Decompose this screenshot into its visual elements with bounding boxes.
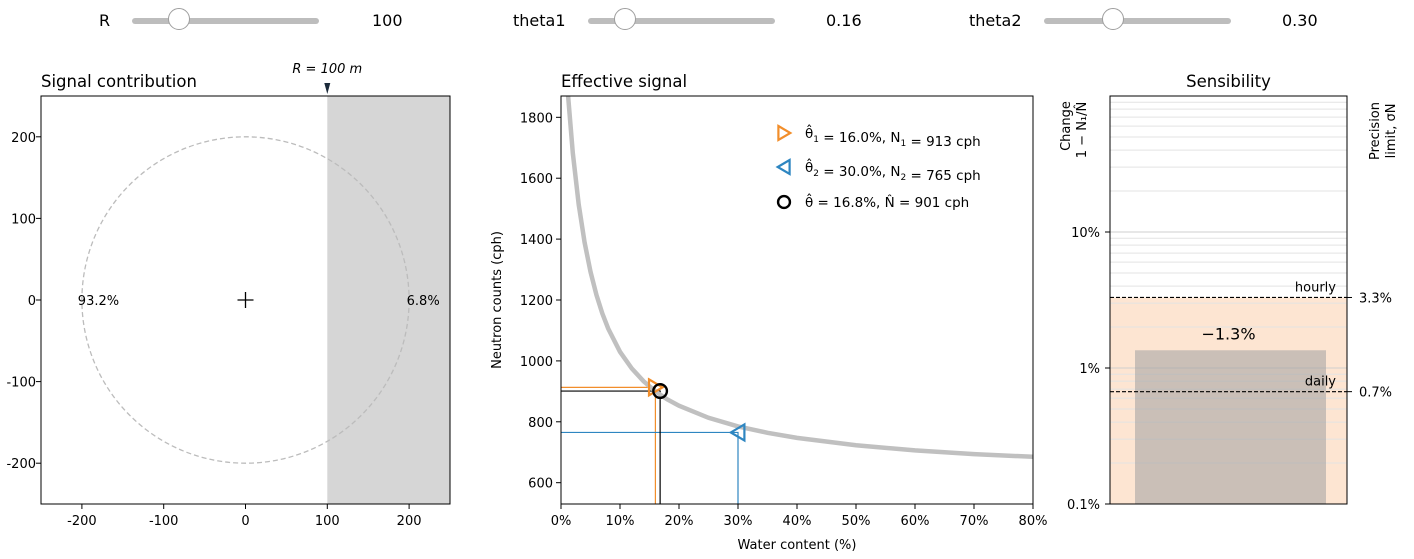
y-tick-label: 1200 (520, 294, 553, 309)
x-axis-label: Water content (%) (738, 538, 857, 553)
sensibility-chart: −1.3% hourly 3.3% daily 0.7% 0.1% 1% 10% Sensibi… (1059, 72, 1399, 513)
slider-r-value: 100 (372, 11, 403, 30)
x-tick-label: 200 (397, 514, 422, 529)
x-tick-label: 10% (606, 514, 635, 529)
y-tick-label: 100 (11, 212, 36, 227)
legend-text-part: = 16.0%, N (819, 130, 900, 146)
legend-entry: θ̂ = 16.8%, N̂ = 901 cph (805, 193, 969, 211)
change-bar (1135, 350, 1326, 504)
slider-theta1-label: theta1 (513, 11, 566, 30)
legend-marker-theta2 (775, 158, 791, 176)
annotation-label: 6.8% (407, 294, 440, 309)
left-axis-label-line1: Change (1059, 101, 1074, 151)
slider-r-handle[interactable] (167, 8, 190, 30)
x-tick-label: 40% (783, 514, 812, 529)
legend-text-part: = 913 cph (906, 134, 981, 150)
slider-theta2-value: 0.30 (1282, 11, 1318, 30)
y-tick-label: 1% (1079, 362, 1100, 377)
chart3-title: Sensibility (1186, 72, 1271, 91)
point-theta-hat (652, 383, 669, 400)
slider-theta1-track[interactable] (588, 18, 775, 24)
x-tick-label: -100 (149, 514, 179, 529)
slider-theta1-value: 0.16 (826, 11, 862, 30)
y-tick-label: 0 (28, 294, 36, 309)
legend-text-part: θ̂ (805, 124, 813, 142)
y-tick-label: 800 (528, 416, 553, 431)
right-axis-label-line1: Precision (1368, 102, 1383, 160)
slider-theta1-handle[interactable] (614, 8, 637, 30)
x-tick-label: 0% (551, 514, 572, 529)
left-axis-label-line2: 1 − N₁/N̂ (1075, 102, 1090, 158)
legend-text-part: = 30.0%, N (819, 164, 900, 180)
y-tick-label: -100 (6, 376, 36, 391)
r-marker-icon (324, 83, 331, 94)
change-bar-label: −1.3% (1201, 324, 1255, 343)
x-tick-label: 30% (724, 514, 753, 529)
legend-text-part: θ̂ = 16.8%, N̂ = 901 cph (805, 193, 969, 211)
y-tick-label: 200 (11, 131, 36, 146)
slider-theta2-track[interactable] (1044, 18, 1231, 24)
legend-entry: θ̂1 = 16.0%, N1 = 913 cph (805, 124, 981, 150)
legend-text-part: 1 (813, 135, 819, 145)
y-tick-label: 1800 (520, 111, 553, 126)
y-tick-label: 1000 (520, 355, 553, 370)
legend-entry: θ̂2 = 30.0%, N2 = 765 cph (805, 158, 981, 184)
signal-contribution-chart: 93.2% 6.8% -200 -100 0 100 200 -200 -100 0 100 200 R… (6, 62, 451, 529)
y-tick-label: 600 (528, 477, 553, 492)
plot3-frame (1109, 95, 1348, 505)
r-marker-label: R = 100 m (292, 62, 362, 77)
x-tick-label: 0 (241, 514, 249, 529)
slider-r-label: R (99, 11, 111, 30)
plot2-frame (560, 95, 1034, 505)
threshold-name: hourly (1295, 280, 1336, 295)
legend-text-part: θ̂ (805, 158, 813, 176)
guide-line-theta1 (561, 386, 656, 504)
legend-text-part: 1 (900, 139, 906, 149)
guide-line-theta-hat (561, 390, 661, 504)
x-tick-label: 70% (960, 514, 989, 529)
footprint-circle (81, 136, 410, 464)
y-tick-label: 10% (1071, 226, 1100, 241)
threshold-value-label: 0.7% (1359, 386, 1392, 401)
legend-text-part: 2 (813, 169, 819, 179)
x-tick-label: 80% (1019, 514, 1048, 529)
annotation-label: 93.2% (78, 294, 119, 309)
legend-marker-theta1 (777, 124, 793, 142)
legend-marker-theta-hat (776, 194, 792, 210)
slider-theta2-handle[interactable] (1102, 8, 1125, 30)
guide-line-theta2 (561, 431, 739, 504)
legend-text-part: = 765 cph (906, 168, 981, 184)
calibration-curve (565, 96, 1033, 460)
x-tick-label: 100 (315, 514, 340, 529)
x-tick-label: 20% (665, 514, 694, 529)
legend-text-part: 2 (900, 173, 906, 183)
y-tick-label: 1400 (520, 233, 553, 248)
slider-r-track[interactable] (132, 18, 319, 24)
chart2-title: Effective signal (561, 72, 687, 91)
chart1-title: Signal contribution (41, 72, 197, 91)
y-tick-label: 1600 (520, 172, 553, 187)
threshold-value-label: 3.3% (1359, 291, 1392, 306)
center-marker (237, 292, 254, 308)
effective-signal-chart: 0% 10% 20% 30% 40% 50% 60% 70% 80% 600 800 1000 1200… (490, 72, 1047, 553)
x-tick-label: 60% (901, 514, 930, 529)
right-axis-label-line2: limit, σN (1384, 104, 1399, 159)
slider-row: R 100 theta1 0.16 theta2 0.30 (0, 0, 1414, 44)
point-theta2 (728, 422, 746, 443)
slider-theta2-label: theta2 (969, 11, 1022, 30)
point-theta1 (647, 377, 665, 398)
y-axis-label: Neutron counts (cph) (490, 231, 505, 369)
y-tick-label: -200 (6, 457, 36, 472)
y-tick-label: 0.1% (1067, 498, 1100, 513)
threshold-name: daily (1305, 375, 1336, 390)
shaded-region (327, 96, 450, 504)
x-tick-label: 50% (842, 514, 871, 529)
x-tick-label: -200 (67, 514, 97, 529)
